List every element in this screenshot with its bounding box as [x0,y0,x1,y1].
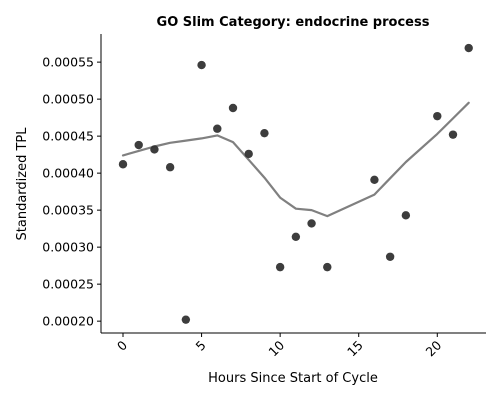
ticks-layer: 0.00020 0.00025 0.00030 0.00035 0.00040 0.000… [42,55,444,360]
x-tick-label: 5 [192,338,208,354]
data-point [244,149,253,159]
data-point [213,124,222,133]
data-point [165,163,175,172]
y-axis-title: Standardized TPL [15,127,30,241]
y-tick-label: 0.00030 [42,240,94,255]
y-tick-label: 0.00045 [42,129,94,144]
x-tick-label: 10 [265,337,287,359]
y-tick-label: 0.00025 [42,277,94,292]
y-tick-label: 0.00020 [42,314,94,329]
data-point [197,60,206,70]
data-point [181,315,191,324]
data-point [464,43,473,53]
x-tick-label: 0 [114,337,130,353]
x-tick-label: 20 [423,337,445,359]
data-point [401,211,411,220]
data-point [448,130,458,139]
chart-title: GO Slim Category: endocrine process [157,15,430,30]
x-axis-title: Hours Since Start of Cycle [208,371,378,386]
y-tick-label: 0.00035 [42,203,94,218]
data-point [134,140,143,150]
trend-line [121,101,470,218]
data-point [433,111,442,121]
points-layer [118,43,473,324]
data-point [275,262,285,272]
data-point [370,175,379,184]
data-point [307,219,316,228]
data-point [228,103,238,113]
data-point [118,160,128,169]
data-point [323,262,332,272]
y-tick-label: 0.00050 [42,92,94,107]
data-point [385,252,395,261]
data-point [260,128,269,138]
y-tick-label: 0.00055 [42,55,94,70]
y-tick-label: 0.00040 [42,166,94,181]
data-point [291,232,301,241]
data-point [150,145,159,154]
trend-layer [121,101,470,218]
x-tick-label: 15 [344,338,366,360]
